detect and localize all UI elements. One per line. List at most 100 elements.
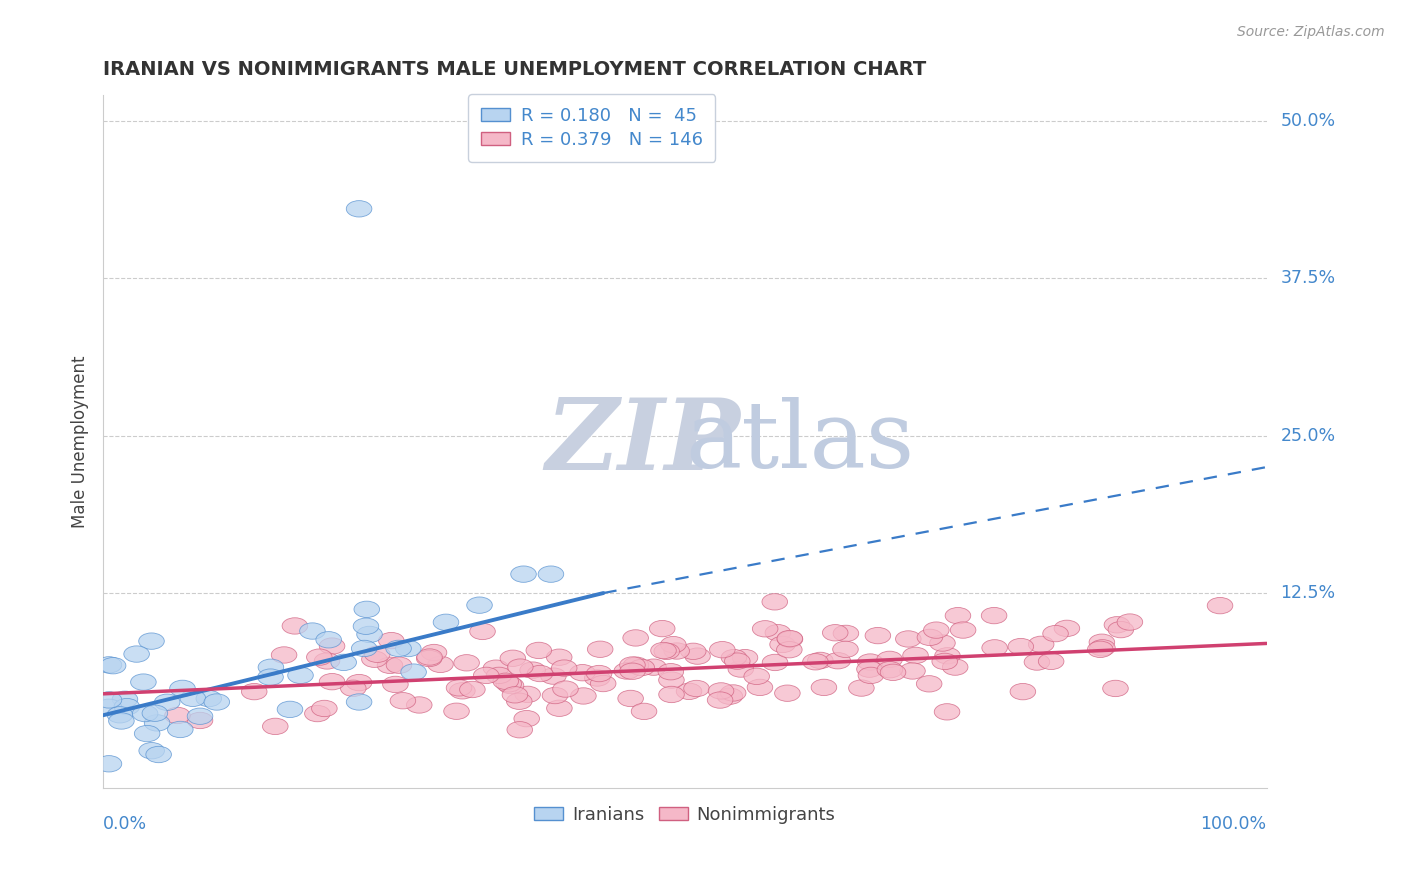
Ellipse shape bbox=[752, 621, 778, 637]
Ellipse shape bbox=[354, 601, 380, 617]
Ellipse shape bbox=[307, 649, 332, 665]
Ellipse shape bbox=[1102, 681, 1128, 697]
Ellipse shape bbox=[934, 704, 960, 720]
Ellipse shape bbox=[314, 653, 340, 669]
Ellipse shape bbox=[242, 683, 267, 700]
Ellipse shape bbox=[762, 654, 787, 671]
Ellipse shape bbox=[346, 201, 371, 217]
Ellipse shape bbox=[444, 703, 470, 720]
Ellipse shape bbox=[395, 640, 422, 657]
Ellipse shape bbox=[880, 665, 905, 681]
Ellipse shape bbox=[131, 674, 156, 690]
Ellipse shape bbox=[924, 622, 949, 639]
Ellipse shape bbox=[631, 703, 657, 720]
Text: 100.0%: 100.0% bbox=[1201, 814, 1267, 832]
Text: 50.0%: 50.0% bbox=[1281, 112, 1336, 129]
Ellipse shape bbox=[776, 641, 803, 658]
Ellipse shape bbox=[446, 680, 472, 696]
Ellipse shape bbox=[422, 644, 447, 661]
Ellipse shape bbox=[340, 680, 366, 697]
Ellipse shape bbox=[378, 632, 404, 648]
Ellipse shape bbox=[1208, 598, 1233, 614]
Ellipse shape bbox=[460, 681, 485, 698]
Ellipse shape bbox=[1043, 625, 1069, 642]
Ellipse shape bbox=[484, 660, 509, 676]
Ellipse shape bbox=[527, 665, 553, 681]
Ellipse shape bbox=[486, 667, 512, 683]
Ellipse shape bbox=[470, 624, 495, 640]
Ellipse shape bbox=[932, 653, 957, 670]
Legend: Iranians, Nonimmigrants: Iranians, Nonimmigrants bbox=[527, 799, 842, 831]
Ellipse shape bbox=[467, 597, 492, 614]
Ellipse shape bbox=[187, 708, 212, 724]
Ellipse shape bbox=[1054, 620, 1080, 637]
Ellipse shape bbox=[1087, 641, 1114, 657]
Ellipse shape bbox=[950, 622, 976, 639]
Ellipse shape bbox=[170, 681, 195, 697]
Ellipse shape bbox=[288, 667, 314, 683]
Text: 0.0%: 0.0% bbox=[103, 814, 148, 832]
Text: Source: ZipAtlas.com: Source: ZipAtlas.com bbox=[1237, 25, 1385, 39]
Ellipse shape bbox=[353, 618, 378, 634]
Ellipse shape bbox=[541, 668, 567, 684]
Ellipse shape bbox=[167, 722, 193, 738]
Ellipse shape bbox=[823, 624, 848, 641]
Ellipse shape bbox=[981, 640, 1008, 656]
Ellipse shape bbox=[346, 674, 373, 690]
Ellipse shape bbox=[330, 654, 357, 671]
Ellipse shape bbox=[100, 657, 127, 673]
Ellipse shape bbox=[204, 694, 229, 710]
Ellipse shape bbox=[1108, 622, 1133, 638]
Ellipse shape bbox=[187, 713, 212, 729]
Ellipse shape bbox=[195, 690, 222, 706]
Ellipse shape bbox=[628, 659, 655, 676]
Ellipse shape bbox=[389, 692, 416, 709]
Ellipse shape bbox=[620, 657, 645, 673]
Ellipse shape bbox=[515, 686, 540, 703]
Ellipse shape bbox=[319, 638, 344, 654]
Ellipse shape bbox=[591, 675, 616, 691]
Ellipse shape bbox=[865, 627, 890, 644]
Ellipse shape bbox=[617, 690, 644, 706]
Ellipse shape bbox=[720, 685, 747, 701]
Ellipse shape bbox=[834, 625, 859, 641]
Ellipse shape bbox=[108, 713, 134, 729]
Ellipse shape bbox=[494, 673, 519, 690]
Text: IRANIAN VS NONIMMIGRANTS MALE UNEMPLOYMENT CORRELATION CHART: IRANIAN VS NONIMMIGRANTS MALE UNEMPLOYME… bbox=[103, 60, 927, 78]
Ellipse shape bbox=[929, 635, 955, 651]
Ellipse shape bbox=[515, 710, 540, 727]
Ellipse shape bbox=[277, 701, 302, 717]
Ellipse shape bbox=[551, 660, 576, 676]
Ellipse shape bbox=[710, 641, 735, 658]
Ellipse shape bbox=[508, 722, 533, 738]
Ellipse shape bbox=[650, 621, 675, 637]
Ellipse shape bbox=[717, 688, 742, 705]
Ellipse shape bbox=[257, 669, 284, 685]
Ellipse shape bbox=[945, 607, 970, 624]
Ellipse shape bbox=[623, 657, 648, 673]
Ellipse shape bbox=[762, 594, 787, 610]
Ellipse shape bbox=[283, 618, 308, 634]
Ellipse shape bbox=[709, 682, 734, 699]
Ellipse shape bbox=[146, 747, 172, 763]
Ellipse shape bbox=[877, 662, 903, 678]
Ellipse shape bbox=[571, 688, 596, 704]
Ellipse shape bbox=[721, 649, 747, 665]
Ellipse shape bbox=[569, 665, 595, 681]
Ellipse shape bbox=[765, 624, 790, 640]
Ellipse shape bbox=[427, 657, 453, 673]
Ellipse shape bbox=[501, 650, 526, 666]
Ellipse shape bbox=[641, 659, 666, 675]
Ellipse shape bbox=[416, 650, 441, 666]
Ellipse shape bbox=[623, 630, 648, 646]
Ellipse shape bbox=[271, 647, 297, 663]
Ellipse shape bbox=[744, 668, 769, 684]
Ellipse shape bbox=[1024, 654, 1050, 670]
Ellipse shape bbox=[585, 670, 610, 686]
Ellipse shape bbox=[346, 694, 373, 710]
Ellipse shape bbox=[654, 643, 679, 659]
Ellipse shape bbox=[659, 686, 685, 703]
Ellipse shape bbox=[496, 675, 522, 692]
Ellipse shape bbox=[357, 626, 382, 642]
Ellipse shape bbox=[1118, 614, 1143, 631]
